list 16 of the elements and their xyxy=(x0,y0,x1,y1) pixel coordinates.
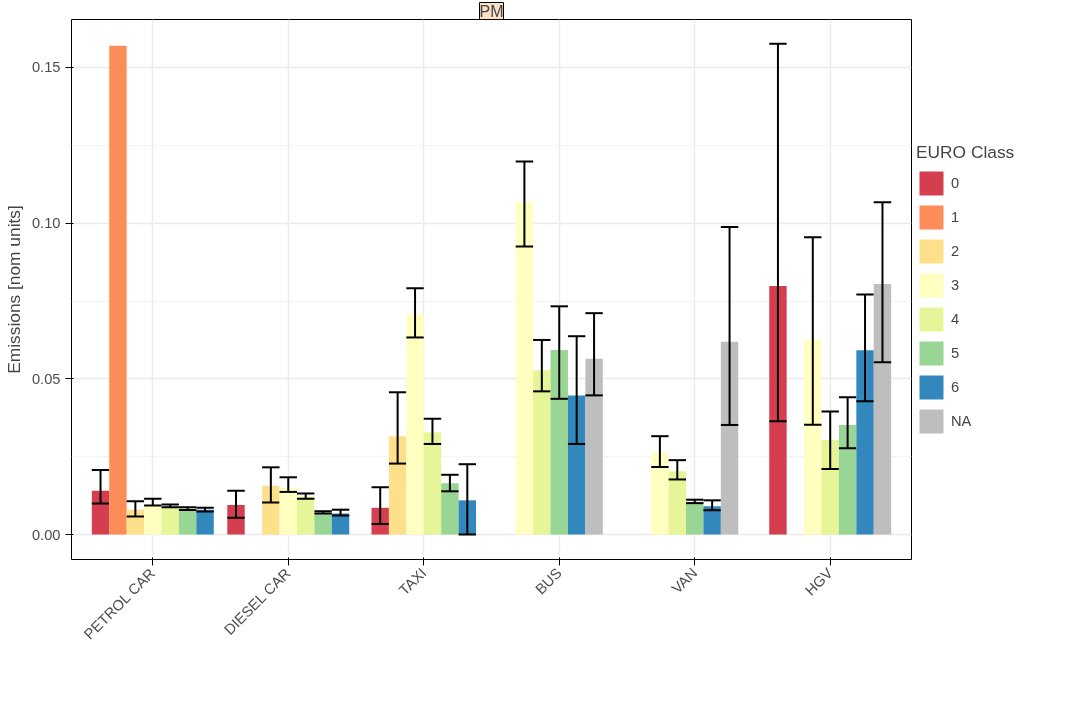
y-axis-title: Emissions [nom units] xyxy=(3,205,24,374)
legend-label: 6 xyxy=(951,379,961,395)
legend-label: 1 xyxy=(951,209,961,225)
y-tick-label: 0.05 xyxy=(31,370,61,387)
legend-label: 0 xyxy=(951,175,961,191)
x-tick-label: VAN xyxy=(668,564,701,597)
chart-title: PM xyxy=(479,2,504,20)
y-tick-label: 0.15 xyxy=(31,59,61,76)
y-tick-label: 0.10 xyxy=(31,215,61,232)
legend-title: EURO Class xyxy=(916,142,1015,163)
legend-label: 2 xyxy=(951,243,961,259)
y-tick-label: 0.00 xyxy=(31,526,61,543)
legend-label: NA xyxy=(951,413,972,429)
legend-label: 4 xyxy=(951,311,961,327)
legend-label: 3 xyxy=(951,277,961,293)
legend-label: 5 xyxy=(951,345,961,361)
